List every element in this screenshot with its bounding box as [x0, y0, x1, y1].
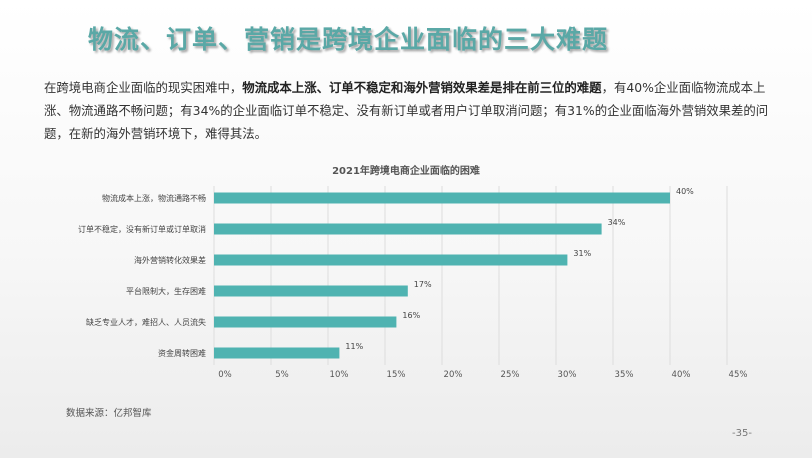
bar [214, 223, 602, 235]
x-tick-label: 20% [444, 370, 463, 380]
intro-text-start: 在跨境电商企业面临的现实困难中， [44, 80, 243, 95]
data-label: 11% [345, 342, 363, 351]
category-label: 订单不稳定，没有新订单或订单取消 [78, 224, 206, 234]
category-label: 海外营销转化效果差 [134, 255, 206, 265]
x-tick-label: 15% [387, 370, 406, 380]
bar [214, 192, 670, 204]
data-label: 34% [608, 218, 626, 227]
x-tick-label: 0% [218, 370, 232, 380]
bar-chart: 物流成本上涨，物流通路不畅 40% 订单不稳定，没有新订单或订单取消 34% 海外营销转… [78, 186, 748, 380]
x-tick-label: 10% [330, 370, 349, 380]
bar [214, 254, 568, 266]
bar [214, 285, 408, 297]
category-label: 物流成本上涨，物流通路不畅 [102, 193, 206, 203]
x-tick-label: 35% [615, 370, 634, 380]
page-number: -35- [732, 428, 752, 439]
intro-paragraph: 在跨境电商企业面临的现实困难中，物流成本上涨、订单不稳定和海外营销效果差是排在前… [44, 76, 770, 145]
slide-title: 物流、订单、营销是跨境企业面临的三大难题 [88, 25, 609, 54]
data-label: 40% [676, 187, 694, 196]
bar [214, 347, 340, 359]
data-label: 17% [414, 280, 432, 289]
x-tick-label: 40% [672, 370, 691, 380]
category-label: 缺乏专业人才，难招人、人员流失 [86, 317, 206, 327]
x-tick-label: 45% [729, 370, 748, 380]
category-label: 资金周转困难 [158, 348, 206, 358]
bar [214, 316, 397, 328]
intro-text-bold: 物流成本上涨、订单不稳定和海外营销效果差是排在前三位的难题 [242, 80, 602, 95]
data-label: 31% [573, 249, 591, 258]
x-tick-label: 25% [501, 370, 520, 380]
chart-title: 2021年跨境电商企业面临的困难 [332, 166, 480, 177]
category-label: 平台限制大，生存困难 [126, 286, 206, 296]
x-tick-label: 5% [275, 370, 289, 380]
data-label: 16% [402, 311, 420, 320]
x-tick-label: 30% [558, 370, 577, 380]
data-source: 数据来源：亿邦智库 [66, 408, 152, 419]
intro-text-end: ，有40%企业面临物流成本上涨、物流通路不畅问题；有34%的企业面临订单不稳定、… [44, 80, 769, 141]
